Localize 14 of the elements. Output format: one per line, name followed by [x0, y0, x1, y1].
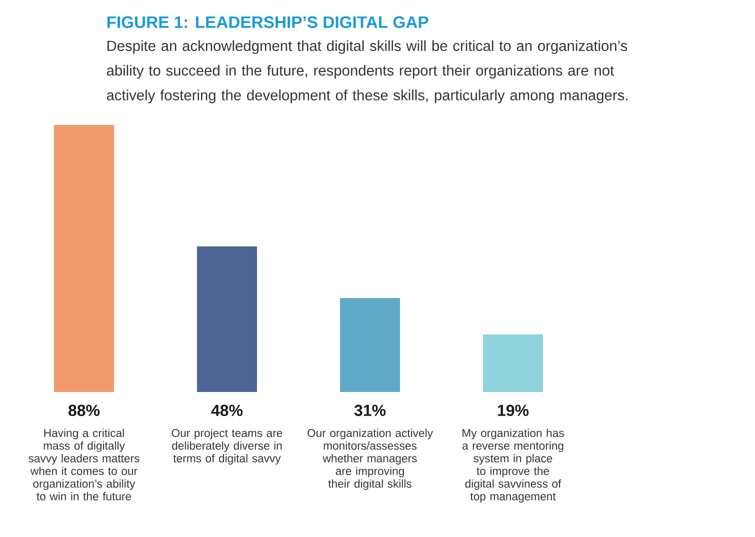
data-label: 88%	[68, 404, 100, 416]
chart-subtitle: Despite an acknowledgment that digital skills will be critical to an organization’s ability to succeed in the future, respondents report their organizations are not actively fostering the development of these skills, particularly among managers.	[106, 40, 628, 104]
x-tick-label: Our organization actively monitors/assesses whether managers are improving their digital skills	[308, 428, 433, 490]
bar	[483, 334, 544, 392]
data-label: 31%	[354, 404, 386, 416]
x-tick-label: Having a critical mass of digitally savvy leaders matters when it comes to our organization’s ability to win in the future	[28, 428, 140, 500]
x-tick-label: My organization has a reverse mentoring system in place to improve the digital savviness of top management	[462, 428, 564, 503]
x-tick-label: Our project teams are deliberately diverse in terms of digital savvy	[172, 428, 282, 465]
chart-title: FIGURE 1: LEADERSHIP’S DIGITAL GAP	[107, 16, 428, 28]
data-label: 19%	[498, 404, 529, 416]
bar	[340, 298, 400, 392]
bar	[197, 246, 258, 392]
data-label: 48%	[211, 404, 243, 416]
bar	[54, 125, 114, 392]
